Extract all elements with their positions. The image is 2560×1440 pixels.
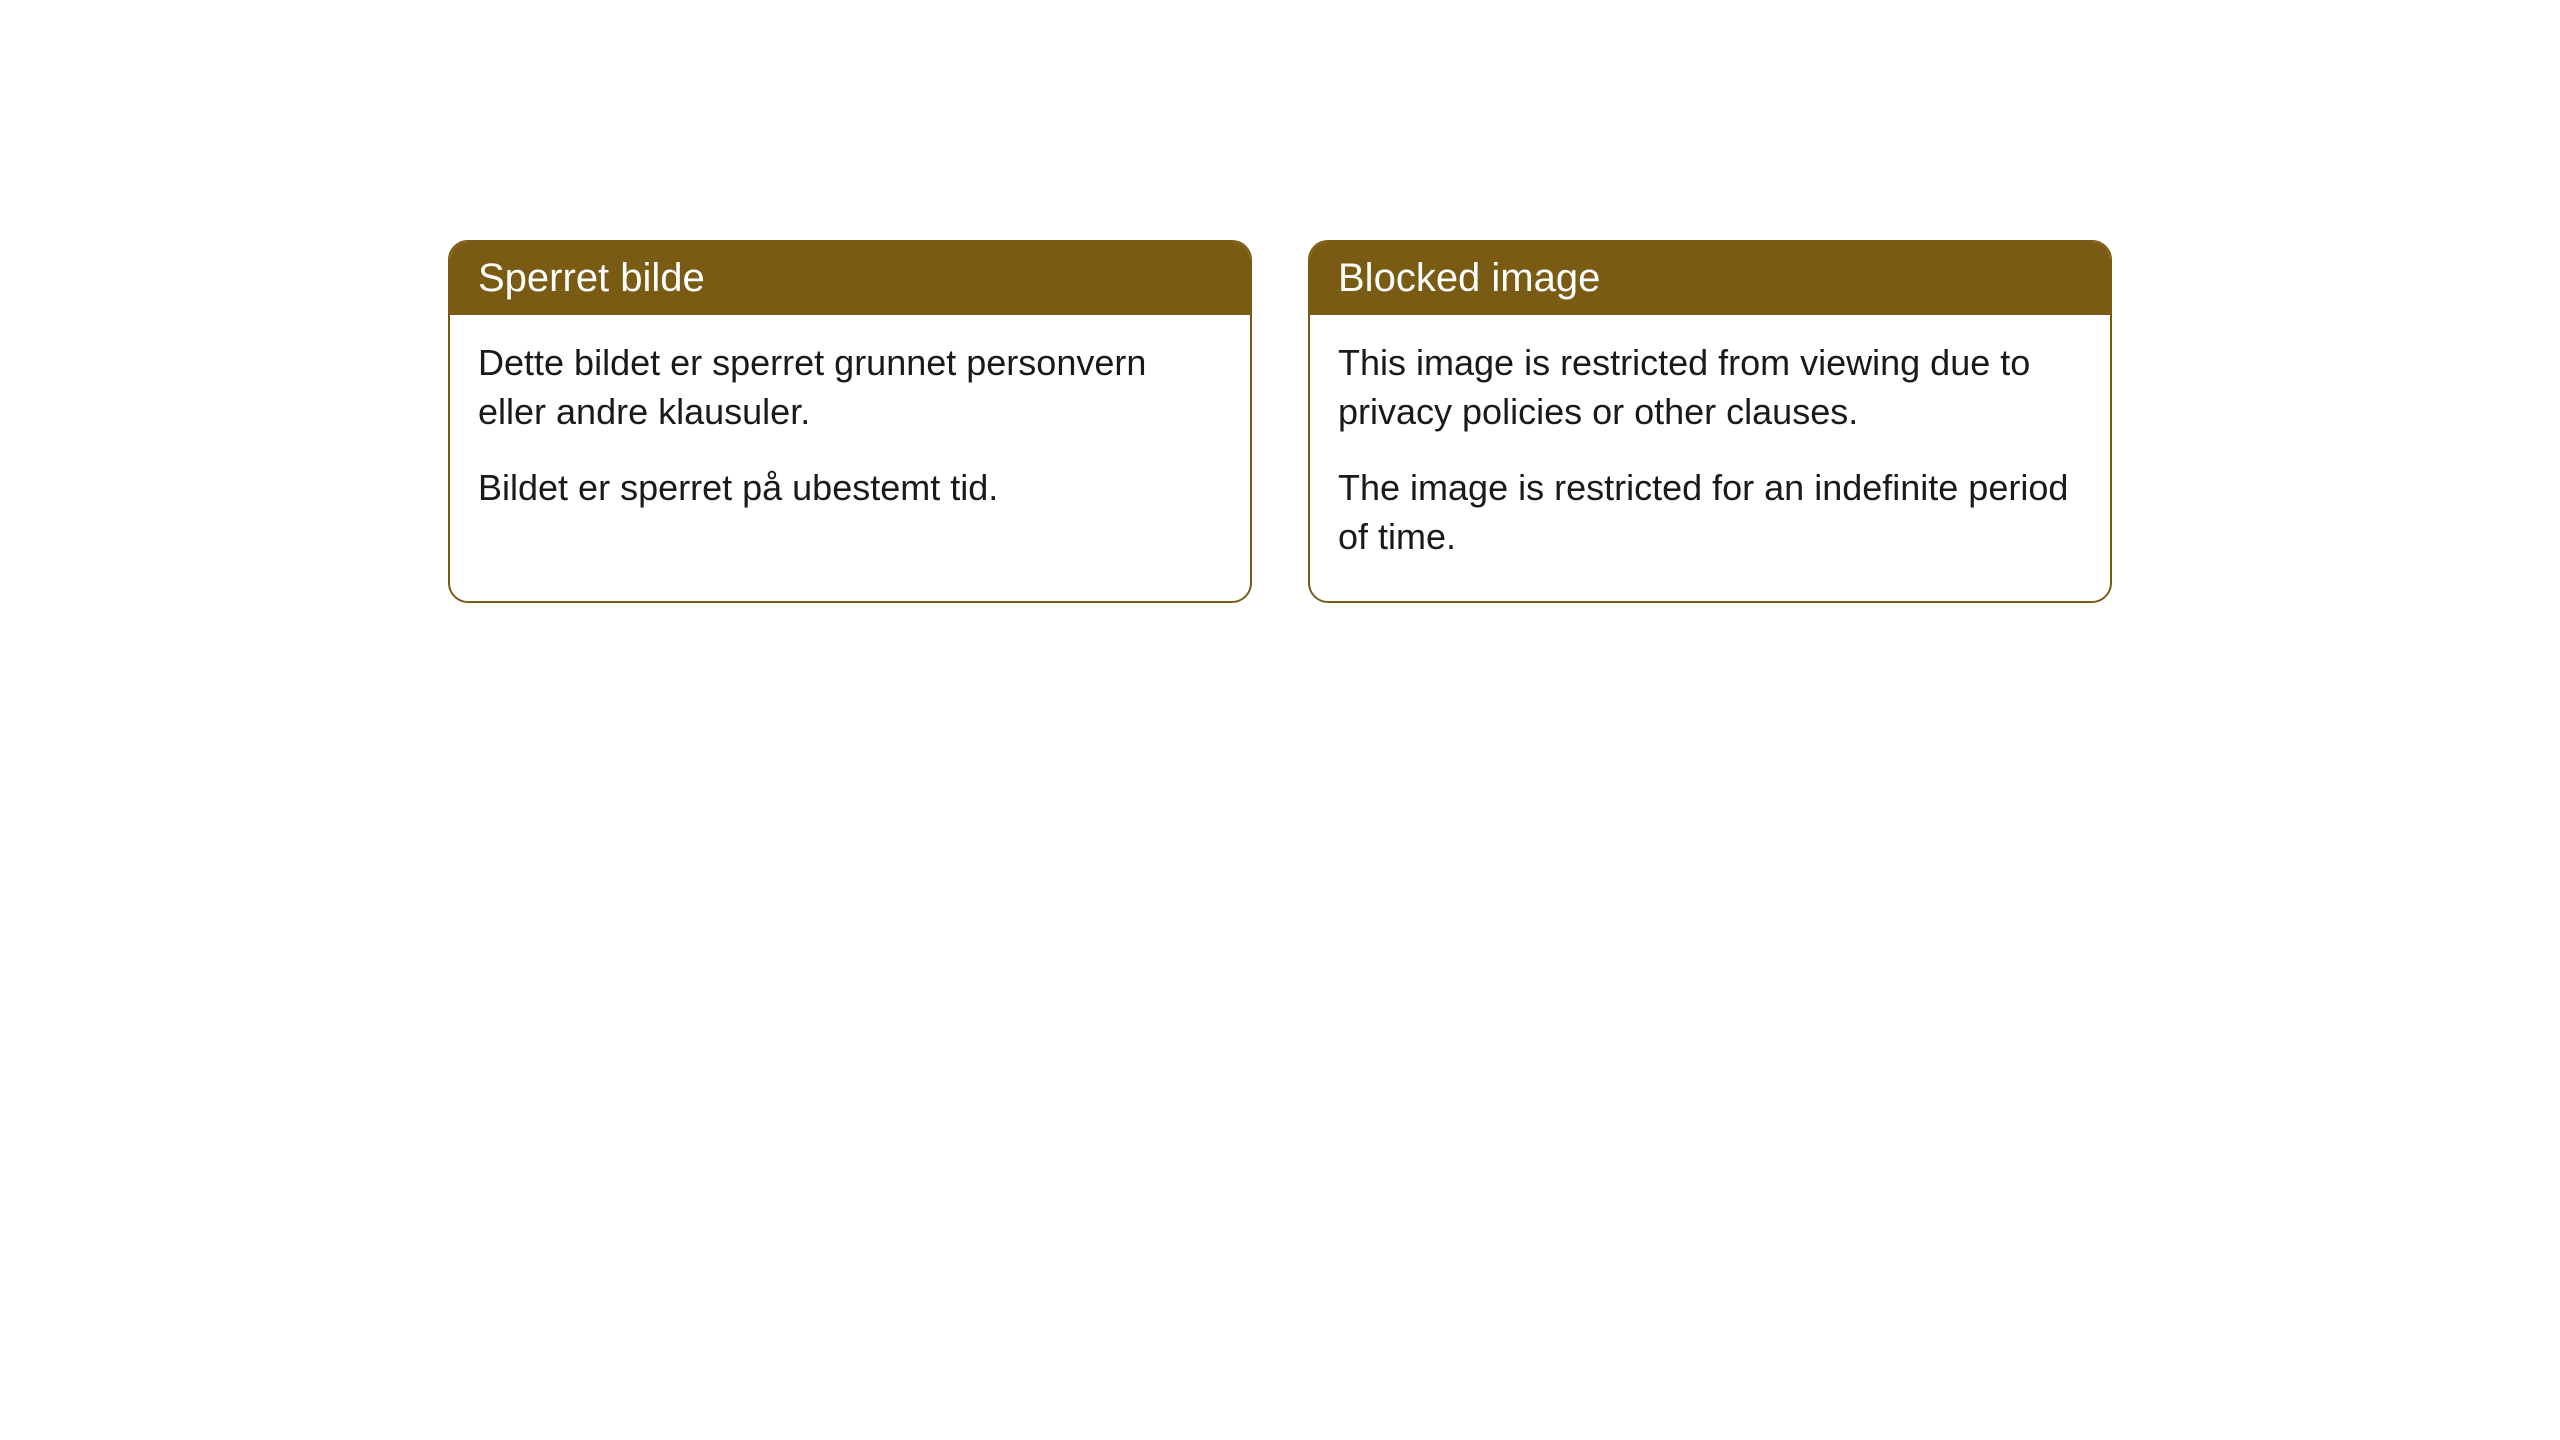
card-body-en: This image is restricted from viewing du… — [1310, 315, 2110, 601]
card-title-no: Sperret bilde — [450, 242, 1250, 315]
card-paragraph-2-no: Bildet er sperret på ubestemt tid. — [478, 464, 1222, 513]
blocked-image-card-en: Blocked image This image is restricted f… — [1308, 240, 2112, 603]
card-title-en: Blocked image — [1310, 242, 2110, 315]
blocked-image-card-no: Sperret bilde Dette bildet er sperret gr… — [448, 240, 1252, 603]
card-paragraph-2-en: The image is restricted for an indefinit… — [1338, 464, 2082, 561]
card-body-no: Dette bildet er sperret grunnet personve… — [450, 315, 1250, 553]
card-paragraph-1-no: Dette bildet er sperret grunnet personve… — [478, 339, 1222, 436]
card-container: Sperret bilde Dette bildet er sperret gr… — [0, 0, 2560, 603]
card-paragraph-1-en: This image is restricted from viewing du… — [1338, 339, 2082, 436]
